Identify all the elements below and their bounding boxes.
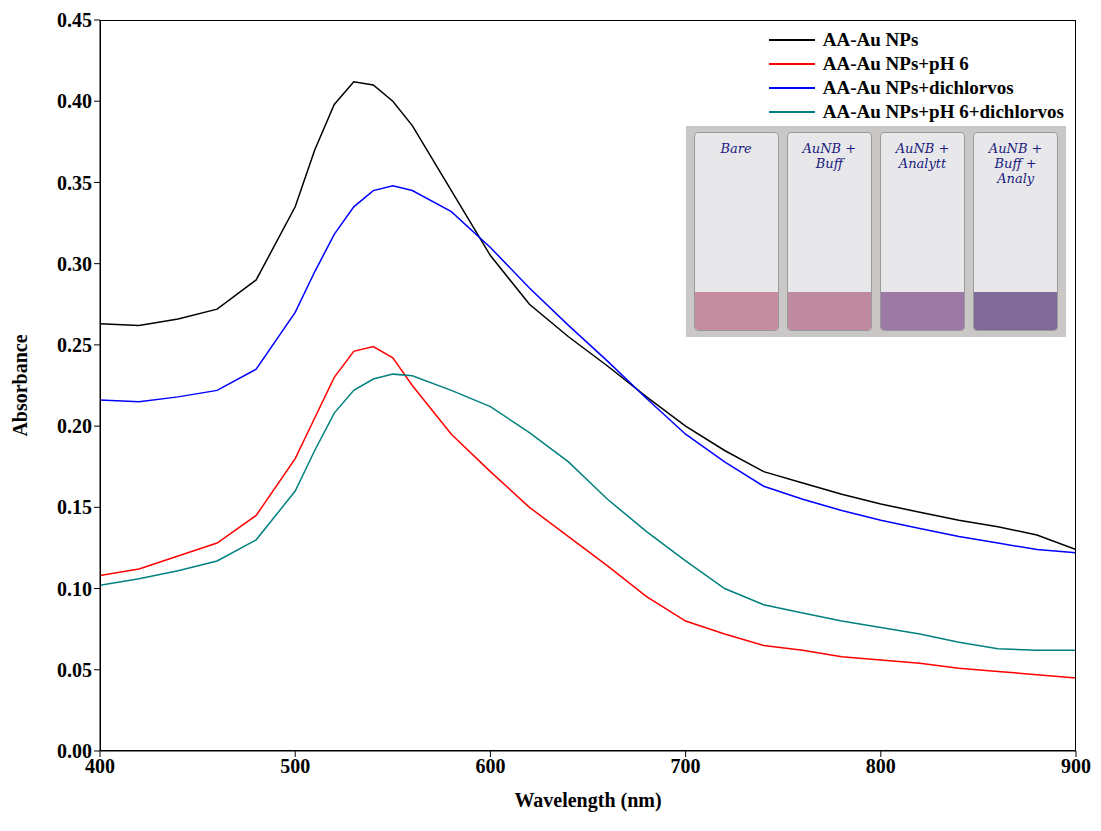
svg-text:0.30: 0.30 [57,253,92,275]
svg-text:0.00: 0.00 [57,740,92,762]
svg-text:600: 600 [475,755,505,777]
svg-text:0.10: 0.10 [57,578,92,600]
svg-text:0.05: 0.05 [57,659,92,681]
html-text:AA-Au NPs: AA-Au NPs [822,29,919,50]
svg-text:0.20: 0.20 [57,415,92,437]
svg-text:500: 500 [280,755,310,777]
html-text:AA-Au NPs+pH 6+dichlorvos: AA-Au NPs+pH 6+dichlorvos [822,101,1064,122]
svg-text:Wavelength (nm): Wavelength (nm) [514,789,661,812]
svg-text:900: 900 [1061,755,1091,777]
html-text:AuNB + Buff + Analy: AuNB + Buff + Analy [988,140,1043,186]
svg-text:0.25: 0.25 [57,334,92,356]
svg-text:Absorbance: Absorbance [9,334,31,436]
html-text:AA-Au NPs+dichlorvos: AA-Au NPs+dichlorvos [822,77,1014,98]
svg-text:800: 800 [866,755,896,777]
html-text:AuNB + Buff: AuNB + Buff [802,140,857,171]
html-text:Bare: Bare [720,140,752,156]
svg-text:0.40: 0.40 [57,90,92,112]
html-text:AA-Au NPs+pH 6: AA-Au NPs+pH 6 [822,53,969,74]
svg-text:0.15: 0.15 [57,496,92,518]
html-text:AuNB + Analytt: AuNB + Analytt [895,140,950,171]
svg-text:700: 700 [671,755,701,777]
svg-text:0.35: 0.35 [57,172,92,194]
svg-text:0.45: 0.45 [57,9,92,31]
svg-text:400: 400 [85,755,115,778]
